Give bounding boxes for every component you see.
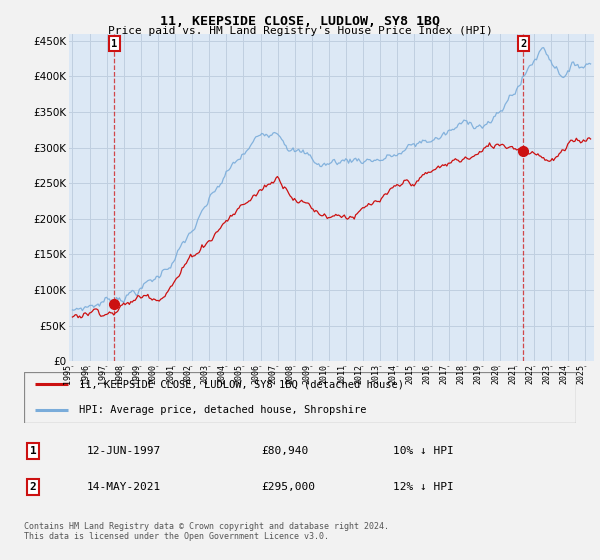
Text: 2023: 2023 [542, 364, 551, 384]
Text: 2016: 2016 [422, 364, 431, 384]
Text: HPI: Average price, detached house, Shropshire: HPI: Average price, detached house, Shro… [79, 405, 367, 415]
Text: 2004: 2004 [217, 364, 226, 384]
Text: 2003: 2003 [200, 364, 209, 384]
Text: 2001: 2001 [166, 364, 175, 384]
Text: 2000: 2000 [149, 364, 158, 384]
Text: 2002: 2002 [183, 364, 192, 384]
Text: 11, KEEPSIDE CLOSE, LUDLOW, SY8 1BQ (detached house): 11, KEEPSIDE CLOSE, LUDLOW, SY8 1BQ (det… [79, 380, 404, 390]
Text: 2020: 2020 [491, 364, 500, 384]
Text: 2024: 2024 [559, 364, 568, 384]
Text: 2021: 2021 [508, 364, 517, 384]
Text: 2007: 2007 [269, 364, 278, 384]
Text: 2017: 2017 [440, 364, 449, 384]
Text: 2018: 2018 [457, 364, 466, 384]
Text: 2014: 2014 [388, 364, 397, 384]
Text: 10% ↓ HPI: 10% ↓ HPI [393, 446, 454, 456]
Text: 2006: 2006 [251, 364, 260, 384]
Text: 1998: 1998 [115, 364, 124, 384]
Text: 1996: 1996 [80, 364, 89, 384]
Text: 1995: 1995 [64, 364, 73, 384]
Text: 2025: 2025 [577, 364, 586, 384]
Text: 2011: 2011 [337, 364, 346, 384]
Text: 2015: 2015 [406, 364, 415, 384]
Text: 1997: 1997 [98, 364, 107, 384]
Text: 2013: 2013 [371, 364, 380, 384]
Text: 2010: 2010 [320, 364, 329, 384]
Text: 2019: 2019 [474, 364, 483, 384]
Text: 11, KEEPSIDE CLOSE, LUDLOW, SY8 1BQ: 11, KEEPSIDE CLOSE, LUDLOW, SY8 1BQ [160, 15, 440, 27]
Text: 14-MAY-2021: 14-MAY-2021 [87, 482, 161, 492]
Text: 2005: 2005 [235, 364, 244, 384]
Text: £295,000: £295,000 [261, 482, 315, 492]
Text: 2: 2 [29, 482, 37, 492]
Text: 1: 1 [111, 39, 118, 49]
Text: 2009: 2009 [303, 364, 312, 384]
Text: 2022: 2022 [525, 364, 534, 384]
Text: 2: 2 [520, 39, 526, 49]
Text: 12-JUN-1997: 12-JUN-1997 [87, 446, 161, 456]
Text: Price paid vs. HM Land Registry's House Price Index (HPI): Price paid vs. HM Land Registry's House … [107, 26, 493, 36]
Text: Contains HM Land Registry data © Crown copyright and database right 2024.
This d: Contains HM Land Registry data © Crown c… [24, 522, 389, 542]
Text: 2008: 2008 [286, 364, 295, 384]
Text: £80,940: £80,940 [261, 446, 308, 456]
Text: 2012: 2012 [354, 364, 363, 384]
Text: 12% ↓ HPI: 12% ↓ HPI [393, 482, 454, 492]
Text: 1: 1 [29, 446, 37, 456]
Text: 1999: 1999 [132, 364, 141, 384]
